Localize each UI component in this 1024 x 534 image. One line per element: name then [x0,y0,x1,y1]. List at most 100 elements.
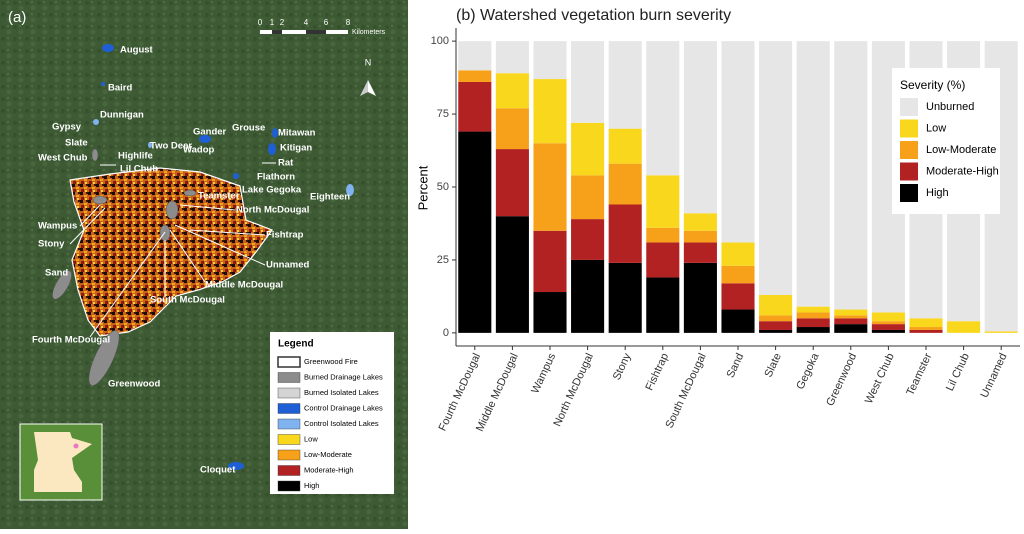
bar-segment [571,175,605,220]
scale-bar [260,30,348,34]
bar-segment [871,324,905,330]
map-legend-label: Low-Moderate [304,450,352,459]
bar-segment [871,329,905,333]
map-label: Fishtrap [266,230,304,241]
bar-segment [834,41,868,310]
scale-tick-label: 0 [258,18,263,27]
map-label: Eighteen [310,192,350,203]
scale-bar-segment [306,30,326,34]
bar-segment [533,41,567,80]
map-label: Rat [278,158,294,169]
bar-segment [646,242,680,278]
legend-swatch [900,119,918,138]
burned-lakes [52,148,197,386]
map-label: Cloquet [200,465,236,476]
legend-label: Low [926,122,946,134]
bar-segment [683,242,717,263]
bar-segment [458,70,492,82]
map-label: North McDougal [236,205,309,216]
legend-swatch [900,141,918,159]
map-label: August [120,45,154,56]
x-tick-label: Teamster [904,351,934,397]
bar-segment [608,204,642,263]
map-label: Fourth McDougal [32,335,110,346]
map-legend-label: Burned Drainage Lakes [304,372,383,381]
map-label: Wampus [38,221,77,232]
map-legend-items: Greenwood Fire Burned Drainage Lakes Burne… [277,356,383,492]
map-label: Stony [38,239,65,250]
map-legend-label: Control Drainage Lakes [304,403,383,412]
x-tick-label: North McDougal [551,351,595,428]
bar-segment [796,327,830,333]
bar-segment [834,315,868,319]
bar-segment [495,73,529,109]
panel-label: (a) [8,9,26,26]
bar-segment [646,41,680,176]
bar-segment [871,321,905,325]
bar-segment [796,306,830,313]
north-arrow [360,80,368,96]
bar-segment [533,230,567,293]
bar-segment [796,318,830,328]
bar-segment [571,122,605,176]
legend-title: Severity (%) [900,78,965,92]
map-label: Kitigan [280,143,312,154]
map-label: Baird [108,83,132,94]
bar-segment [759,321,793,330]
scale-unit: Kilometers [352,29,386,36]
y-tick-label: 25 [437,254,449,266]
x-tick-label: West Chub [863,351,897,405]
isolated-lakes [93,119,354,196]
map-legend-label: High [304,481,319,490]
bar-segment [608,128,642,164]
map-legend-swatch [277,387,301,399]
scale-bar-segment [272,30,282,34]
map-legend-title: Legend [278,339,314,350]
x-tick-label: Wampus [529,351,558,395]
north-label: N [365,57,372,67]
y-tick-label: 75 [437,108,449,120]
map-label: Grouse [232,123,265,134]
map-label: Teamster [198,191,240,202]
legend-swatch [900,162,918,181]
map-legend-swatch [277,356,301,368]
x-tick-label: Lil Chub [944,351,972,393]
bar-segment [608,41,642,129]
legend-label: Unburned [926,101,974,113]
x-tick-label: Sand [725,351,747,379]
y-tick-label: 100 [431,35,449,47]
bar-segment [759,315,793,322]
map-legend-label: Control Isolated Lakes [304,419,379,428]
bar-segment [909,318,943,328]
bar-segment [909,329,943,333]
bar-segment [834,324,868,333]
x-tick-label: Fishtrap [643,351,671,392]
map-label: Dunnigan [100,110,144,121]
map-label: South McDougal [150,295,225,306]
north-arrow [368,80,376,96]
bar-segment [458,131,492,333]
chart-title: (b) Watershed vegetation burn severity [456,7,731,24]
bar-segment [495,108,529,150]
inset-site [73,443,79,449]
bar-segment [608,262,642,333]
scale-tick-label: 4 [304,18,309,27]
bar-segment [533,79,567,144]
bar-segment [571,219,605,260]
bar-segment [721,242,755,266]
map-label: Flathorn [257,172,295,183]
map-legend-swatch [277,480,301,492]
legend-label: Moderate-High [926,165,999,177]
bar-segment [458,81,492,132]
map-label: Two Deer [150,141,192,152]
map-legend-swatch [277,418,301,430]
bar-segment [571,259,605,333]
bar-segment [796,312,830,319]
bar-segment [947,321,981,333]
map-labels: August Baird Dunnigan Gypsy Slate West Chub Hi… [32,45,350,476]
bar-segment [909,327,943,330]
x-tick-label: Middle McDougal [474,351,521,433]
x-tick-label: Stony [611,351,634,382]
map-label: Unnamed [266,260,309,271]
